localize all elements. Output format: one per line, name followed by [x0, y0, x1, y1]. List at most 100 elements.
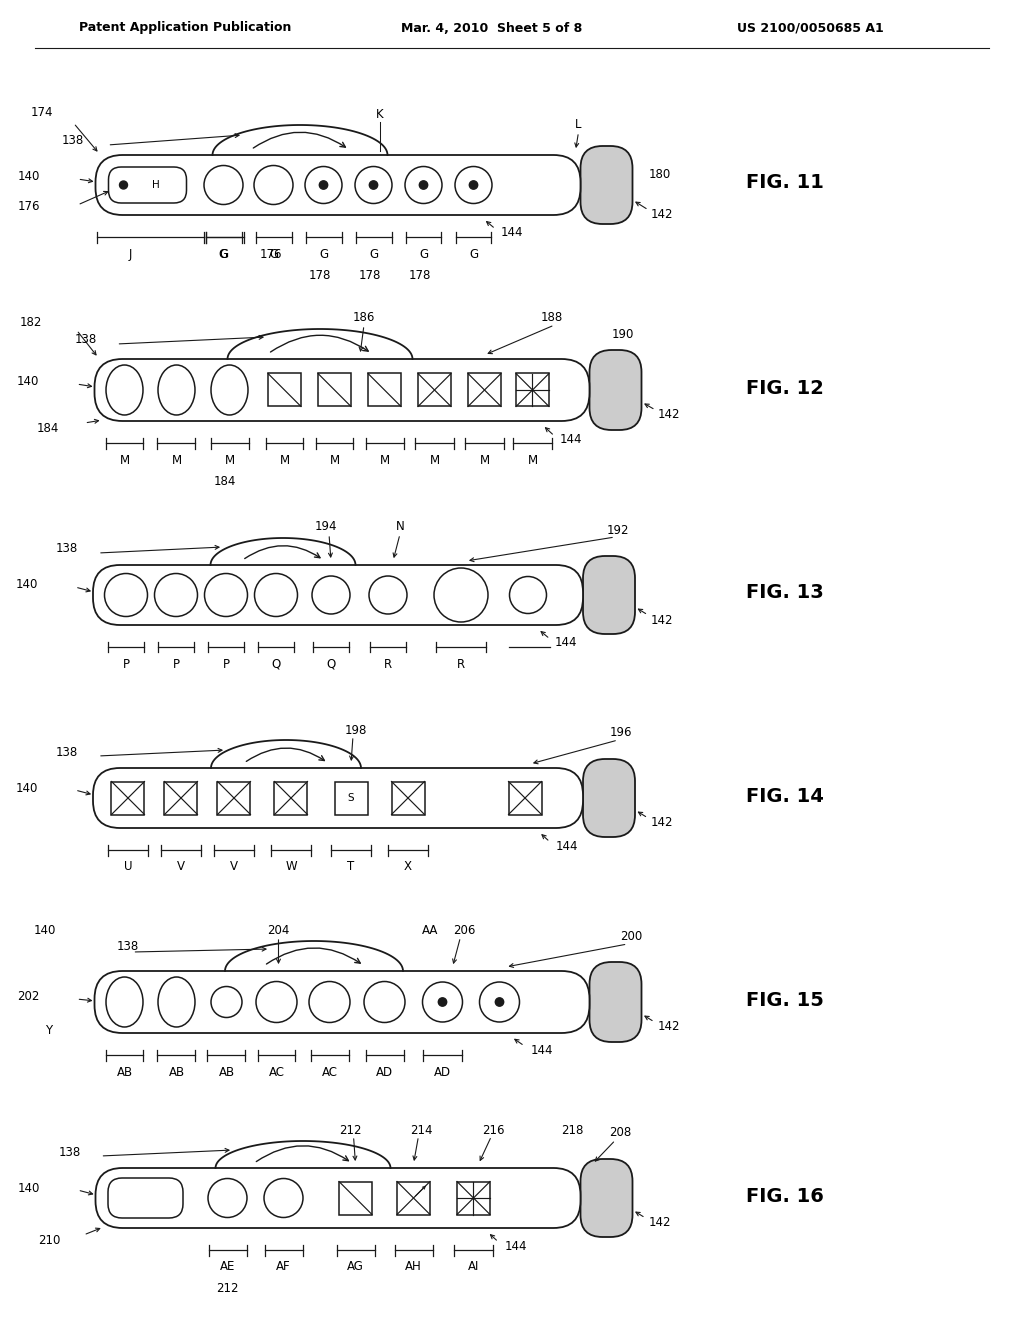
- Text: 178: 178: [358, 268, 381, 281]
- FancyBboxPatch shape: [95, 1168, 581, 1228]
- Text: AB: AB: [117, 1065, 132, 1078]
- Text: 186: 186: [353, 312, 375, 325]
- Circle shape: [208, 1179, 247, 1217]
- Text: 138: 138: [58, 1146, 81, 1159]
- Text: 176: 176: [18, 201, 41, 214]
- FancyBboxPatch shape: [94, 359, 590, 421]
- Text: 192: 192: [607, 524, 630, 536]
- Text: 184: 184: [37, 421, 59, 434]
- Text: M: M: [429, 454, 439, 466]
- Text: 178: 178: [308, 268, 331, 281]
- Circle shape: [264, 1179, 303, 1217]
- Text: L: L: [575, 119, 582, 132]
- Circle shape: [309, 982, 350, 1023]
- Text: P: P: [172, 657, 179, 671]
- FancyBboxPatch shape: [581, 1159, 633, 1237]
- Text: 140: 140: [34, 924, 56, 936]
- Text: M: M: [380, 454, 389, 466]
- Text: M: M: [224, 454, 234, 466]
- Text: Mar. 4, 2010  Sheet 5 of 8: Mar. 4, 2010 Sheet 5 of 8: [401, 21, 583, 34]
- Text: AD: AD: [376, 1065, 393, 1078]
- Text: X: X: [404, 861, 412, 874]
- Text: T: T: [347, 861, 354, 874]
- Text: FIG. 11: FIG. 11: [746, 173, 824, 193]
- FancyBboxPatch shape: [93, 768, 583, 828]
- Text: R: R: [384, 657, 392, 671]
- Text: AE: AE: [220, 1261, 236, 1274]
- Bar: [318, 374, 351, 407]
- Text: 198: 198: [345, 723, 368, 737]
- Text: AA: AA: [422, 924, 438, 936]
- Text: 206: 206: [454, 924, 476, 936]
- Circle shape: [496, 998, 504, 1006]
- Text: Q: Q: [327, 657, 336, 671]
- Text: AG: AG: [347, 1261, 364, 1274]
- FancyBboxPatch shape: [590, 350, 641, 430]
- Text: 138: 138: [55, 746, 78, 759]
- Bar: [516, 374, 549, 407]
- Text: 138: 138: [117, 940, 138, 953]
- Text: Y: Y: [45, 1023, 52, 1036]
- Circle shape: [370, 181, 378, 189]
- Text: AH: AH: [406, 1261, 422, 1274]
- Text: G: G: [469, 248, 478, 260]
- Bar: [112, 781, 144, 814]
- Ellipse shape: [106, 977, 143, 1027]
- Circle shape: [205, 573, 248, 616]
- Text: 140: 140: [17, 375, 40, 388]
- Text: 178: 178: [409, 268, 431, 281]
- Text: 142: 142: [651, 817, 674, 829]
- Text: M: M: [280, 454, 290, 466]
- Text: AB: AB: [168, 1065, 184, 1078]
- Text: H: H: [152, 180, 160, 190]
- Circle shape: [204, 165, 243, 205]
- Bar: [509, 781, 542, 814]
- Text: 176: 176: [259, 248, 282, 260]
- Text: FIG. 15: FIG. 15: [746, 990, 824, 1010]
- Text: P: P: [123, 657, 129, 671]
- Text: AB: AB: [218, 1065, 234, 1078]
- Circle shape: [305, 166, 342, 203]
- Text: P: P: [222, 657, 229, 671]
- Circle shape: [255, 573, 298, 616]
- Circle shape: [469, 181, 478, 189]
- Text: FIG. 12: FIG. 12: [746, 379, 824, 397]
- Text: FIG. 14: FIG. 14: [746, 787, 824, 805]
- Circle shape: [254, 165, 293, 205]
- Circle shape: [155, 573, 198, 616]
- Ellipse shape: [211, 366, 248, 414]
- Text: 218: 218: [561, 1123, 584, 1137]
- Text: V: V: [230, 861, 238, 874]
- Bar: [165, 781, 198, 814]
- Text: 216: 216: [482, 1123, 505, 1137]
- Text: G: G: [369, 248, 378, 260]
- Bar: [397, 1181, 430, 1214]
- Bar: [335, 781, 368, 814]
- Bar: [368, 374, 401, 407]
- Text: 194: 194: [314, 520, 337, 533]
- Text: 144: 144: [556, 840, 579, 853]
- Text: G: G: [269, 248, 279, 260]
- Text: 212: 212: [339, 1123, 361, 1137]
- Circle shape: [312, 576, 350, 614]
- Text: G: G: [218, 248, 227, 260]
- FancyBboxPatch shape: [583, 556, 635, 634]
- Text: AI: AI: [468, 1261, 479, 1274]
- Text: 190: 190: [611, 329, 634, 342]
- Text: N: N: [395, 520, 404, 533]
- Text: 196: 196: [609, 726, 632, 739]
- Circle shape: [423, 982, 463, 1022]
- Text: AC: AC: [268, 1065, 285, 1078]
- Text: 140: 140: [15, 578, 38, 591]
- Circle shape: [406, 166, 442, 203]
- Text: FIG. 13: FIG. 13: [746, 583, 824, 602]
- Circle shape: [104, 573, 147, 616]
- Text: 138: 138: [55, 543, 78, 556]
- Text: M: M: [171, 454, 181, 466]
- Text: Patent Application Publication: Patent Application Publication: [79, 21, 291, 34]
- FancyBboxPatch shape: [94, 972, 590, 1034]
- Text: 140: 140: [18, 170, 41, 183]
- Circle shape: [510, 577, 547, 614]
- Text: 144: 144: [501, 227, 522, 239]
- Bar: [217, 781, 251, 814]
